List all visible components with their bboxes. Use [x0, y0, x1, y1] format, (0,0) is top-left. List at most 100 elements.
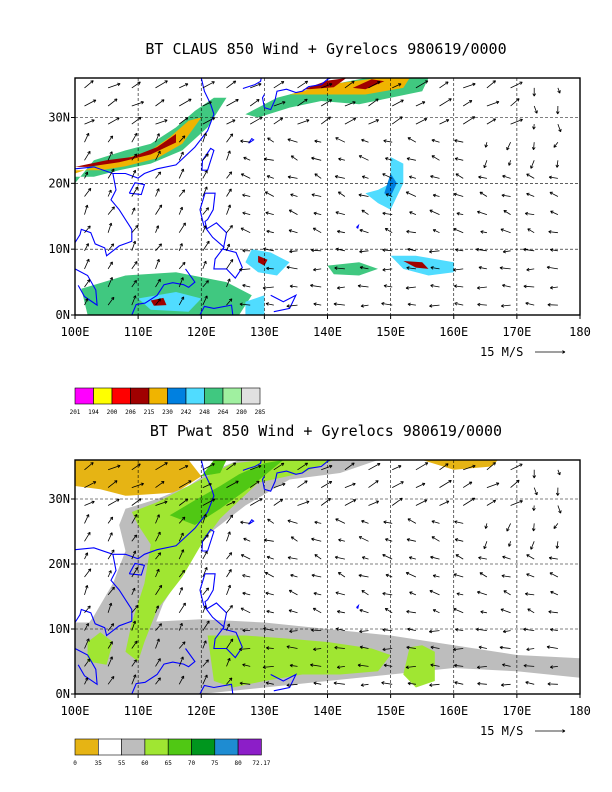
- wind-vector: [360, 304, 369, 308]
- wind-vector: [385, 193, 393, 197]
- wind-vector: [361, 590, 369, 596]
- wind-vector: [226, 605, 233, 614]
- wind-vector: [84, 677, 89, 685]
- wind-vector: [250, 83, 262, 89]
- coastline: [356, 603, 360, 610]
- wind-vector: [273, 101, 286, 107]
- colorbar-label: 75: [211, 760, 219, 767]
- wind-vector: [499, 645, 511, 650]
- wind-vector: [226, 298, 233, 306]
- wind-vector: [242, 248, 251, 253]
- wind-vector: [406, 266, 416, 270]
- wind-vector: [430, 555, 440, 560]
- wind-vector: [287, 519, 298, 524]
- wind-vector: [439, 119, 450, 125]
- shade-region: [403, 645, 435, 688]
- wind-vector: [84, 638, 90, 649]
- wind-vector: [333, 681, 345, 685]
- wind-vector: [546, 645, 558, 649]
- wind-vector: [463, 464, 476, 471]
- wind-vector: [357, 284, 369, 288]
- wind-vector: [273, 482, 286, 488]
- wind-vector: [358, 155, 369, 161]
- wind-vector: [226, 99, 239, 107]
- wind-vector: [406, 229, 416, 234]
- wind-vector: [107, 206, 115, 215]
- wind-vector: [383, 663, 393, 668]
- wind-vector: [107, 222, 113, 233]
- wind-vector: [238, 647, 251, 651]
- shade-region: [258, 255, 268, 266]
- wind-vector: [178, 516, 186, 524]
- wind-vector: [84, 462, 94, 471]
- wind-vector: [502, 283, 511, 288]
- wind-vector: [313, 681, 322, 686]
- wind-vector: [178, 602, 186, 614]
- coastline: [242, 460, 262, 471]
- x-tick-label: 170E: [502, 325, 531, 339]
- wind-vector: [463, 82, 476, 89]
- wind-vector: [428, 249, 440, 254]
- x-tick-label: 180: [569, 325, 591, 339]
- wind-vector: [439, 463, 449, 471]
- wind-vector: [155, 623, 162, 631]
- wind-vector: [202, 534, 209, 542]
- wind-vector: [155, 133, 160, 143]
- y-tick-label: 0N: [56, 308, 70, 322]
- shade-region: [87, 632, 113, 665]
- x-tick-label: 160E: [439, 325, 468, 339]
- colorbar-label: 230: [162, 409, 173, 416]
- coastline: [75, 78, 215, 179]
- pwat-panel: 100E 110E 120E 130E 140E 150E 160E 170E 180 0N 10N…: [48, 459, 591, 767]
- wind-vector: [439, 480, 452, 488]
- wind-vector: [527, 228, 535, 234]
- colorbar-swatch: [185, 387, 205, 405]
- wind-vector: [265, 681, 274, 685]
- colorbar-label: 65: [165, 760, 173, 767]
- wind-vector: [525, 301, 535, 306]
- wind-vector: [240, 607, 251, 614]
- coastline: [128, 562, 146, 576]
- wind-vector: [297, 500, 310, 506]
- wind-vector: [290, 155, 298, 161]
- coastline: [261, 94, 265, 108]
- wind-vector: [131, 153, 138, 161]
- wind-vector: [359, 228, 369, 234]
- wind-vector: [107, 82, 121, 89]
- wind-vector: [368, 480, 379, 488]
- wind-vector: [506, 523, 511, 532]
- wind-vector: [430, 645, 440, 650]
- wind-vector: [155, 500, 168, 506]
- wind-vector: [486, 100, 500, 107]
- wind-vector: [155, 514, 160, 524]
- x-tick-label: 140E: [313, 704, 342, 718]
- wind-vector: [530, 160, 535, 169]
- wind-vector: [525, 681, 535, 685]
- wind-vector: [131, 169, 137, 179]
- wind-vector: [358, 193, 369, 197]
- coastline: [264, 460, 331, 492]
- wind-vector: [107, 602, 113, 613]
- coastline: [75, 460, 215, 560]
- wind-vector: [226, 480, 239, 488]
- wind-vector: [477, 210, 488, 215]
- wind-vector: [311, 156, 322, 161]
- wind-vector: [155, 658, 161, 667]
- wind-vector: [383, 520, 393, 524]
- wind-vector: [408, 556, 417, 560]
- y-tick-label: 20N: [48, 176, 70, 190]
- wind-vector: [226, 133, 234, 143]
- wind-vector: [500, 608, 511, 614]
- wind-vector: [478, 556, 487, 560]
- wind-vector: [429, 683, 440, 687]
- wind-vector: [430, 175, 440, 179]
- wind-vector: [297, 80, 309, 89]
- wind-vector: [226, 243, 231, 251]
- wind-vector: [405, 571, 417, 578]
- wind-vector: [382, 592, 393, 596]
- wind-vector: [107, 549, 115, 560]
- wind-vector: [407, 247, 416, 252]
- wind-vector: [313, 302, 322, 306]
- wind-vector: [415, 462, 429, 471]
- wind-vector: [385, 157, 393, 161]
